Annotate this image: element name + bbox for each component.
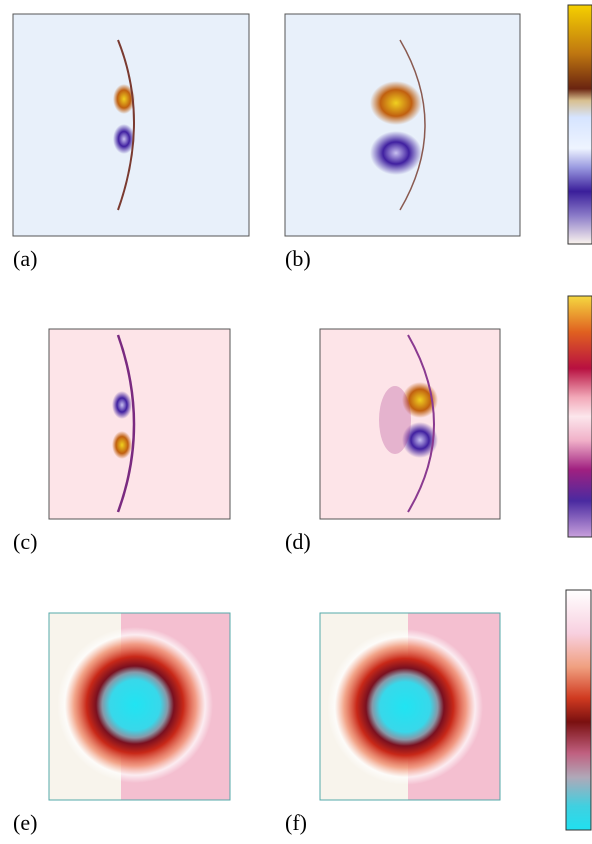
- ring: [327, 629, 483, 785]
- colorbar: [566, 590, 591, 830]
- panel-label: (a): [13, 246, 37, 271]
- panel-label: (c): [13, 529, 37, 554]
- panel-label: (e): [13, 810, 37, 835]
- panel-image: [49, 329, 230, 519]
- ring: [57, 627, 213, 783]
- vortex: [370, 131, 422, 175]
- figure: (a) (b) (c) (d) (e) (f): [0, 0, 592, 839]
- vortex: [370, 81, 422, 125]
- colorbar: [568, 5, 592, 244]
- panel-label: (b): [285, 246, 311, 271]
- panel-label: (d): [285, 529, 311, 554]
- vortex: [112, 431, 132, 459]
- panel-image: [13, 14, 249, 236]
- colorbar: [568, 296, 592, 537]
- wave: [379, 386, 411, 454]
- panel-image: [285, 14, 520, 236]
- panel-label: (f): [285, 810, 307, 835]
- vortex: [112, 391, 132, 419]
